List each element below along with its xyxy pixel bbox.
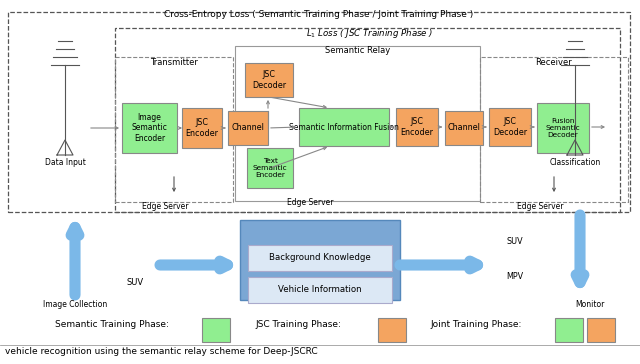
FancyBboxPatch shape	[537, 103, 589, 153]
FancyBboxPatch shape	[378, 318, 406, 342]
FancyBboxPatch shape	[396, 108, 438, 146]
Bar	[480, 57, 628, 202]
Text: Edge Server: Edge Server	[141, 202, 188, 211]
Bar	[8, 12, 630, 212]
Text: Semantic Information Fusion: Semantic Information Fusion	[289, 123, 399, 131]
Text: vehicle recognition using the semantic relay scheme for Deep-JSCRC: vehicle recognition using the semantic r…	[5, 347, 317, 356]
Bar	[115, 57, 233, 202]
Text: Semantic Training Phase:: Semantic Training Phase:	[55, 320, 169, 329]
FancyBboxPatch shape	[202, 318, 230, 342]
Text: Vehicle Information: Vehicle Information	[278, 285, 362, 294]
Bar	[240, 220, 400, 300]
Text: Edge Server: Edge Server	[516, 202, 563, 211]
Text: JSC
Decoder: JSC Decoder	[252, 70, 286, 90]
FancyBboxPatch shape	[299, 108, 389, 146]
Text: JSC
Decoder: JSC Decoder	[493, 117, 527, 137]
FancyBboxPatch shape	[587, 318, 615, 342]
FancyBboxPatch shape	[555, 318, 583, 342]
FancyBboxPatch shape	[445, 111, 483, 145]
Text: Cross-Entropy Loss ( Semantic Training Phase / Joint Training Phase ): Cross-Entropy Loss ( Semantic Training P…	[164, 10, 474, 19]
Text: Channel: Channel	[232, 123, 264, 132]
Text: JSC
Encoder: JSC Encoder	[401, 117, 433, 137]
Text: JSC Training Phase:: JSC Training Phase:	[255, 320, 341, 329]
Text: Background Knowledge: Background Knowledge	[269, 253, 371, 262]
Text: Edge Server: Edge Server	[287, 198, 333, 207]
Text: Image
Semantic
Encoder: Image Semantic Encoder	[132, 113, 168, 143]
Text: SUV: SUV	[507, 237, 524, 246]
Text: Fusion
Semantic
Decoder: Fusion Semantic Decoder	[546, 118, 580, 138]
Text: SUV: SUV	[127, 278, 143, 287]
Text: $L_1$ Loss ( JSC Training Phase ): $L_1$ Loss ( JSC Training Phase )	[307, 27, 434, 40]
FancyBboxPatch shape	[248, 245, 392, 271]
Text: Transmitter: Transmitter	[150, 58, 198, 67]
Bar	[115, 28, 620, 212]
Text: Monitor: Monitor	[575, 300, 605, 309]
FancyBboxPatch shape	[247, 148, 293, 188]
Text: Receiver: Receiver	[536, 58, 572, 67]
FancyBboxPatch shape	[245, 63, 293, 97]
FancyBboxPatch shape	[489, 108, 531, 146]
Text: Image Collection: Image Collection	[43, 300, 107, 309]
Bar	[235, 46, 480, 201]
Text: Semantic Relay: Semantic Relay	[325, 46, 390, 55]
Text: MPV: MPV	[506, 272, 524, 281]
FancyBboxPatch shape	[248, 277, 392, 303]
Text: Channel: Channel	[447, 123, 481, 132]
Text: Joint Training Phase:: Joint Training Phase:	[430, 320, 522, 329]
FancyBboxPatch shape	[228, 111, 268, 145]
Text: Data Input: Data Input	[45, 158, 85, 167]
Text: Text
Semantic
Encoder: Text Semantic Encoder	[253, 158, 287, 178]
FancyBboxPatch shape	[182, 108, 222, 148]
Text: Classification: Classification	[549, 158, 600, 167]
Text: JSC
Encoder: JSC Encoder	[186, 118, 218, 138]
FancyBboxPatch shape	[122, 103, 177, 153]
